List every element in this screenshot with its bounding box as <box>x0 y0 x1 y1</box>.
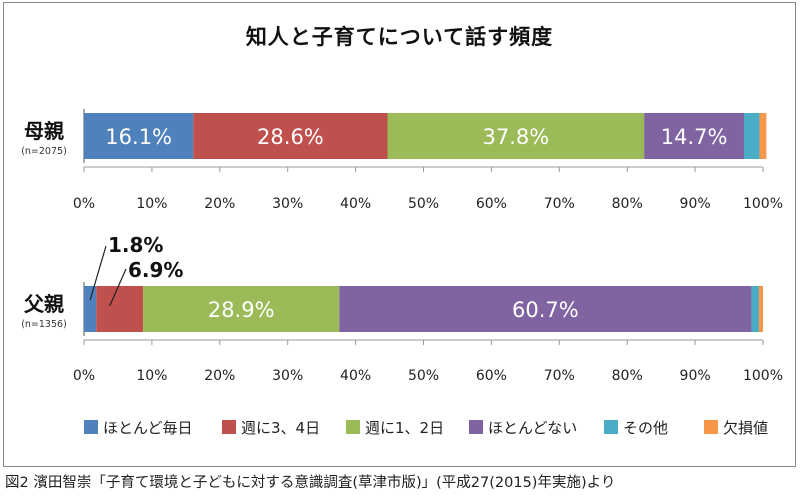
tick-label-1-1: 10% <box>136 368 167 384</box>
tick-label-1-7: 70% <box>544 368 575 384</box>
bar-segment-1-3 <box>339 286 752 332</box>
bar-segment-0-0 <box>84 113 194 159</box>
data-label-0-2: 37.8% <box>482 125 549 149</box>
legend-label-2: 週に1、2日 <box>365 419 444 437</box>
tick-label-0-8: 80% <box>612 196 643 212</box>
data-label-1-2: 28.9% <box>208 298 275 322</box>
tick-label-1-3: 30% <box>272 368 303 384</box>
legend-label-0: ほとんど毎日 <box>103 419 193 437</box>
tick-label-0-4: 40% <box>340 196 371 212</box>
figure-caption: 図2 濱田智崇「子育て環境と子どもに対する意識調査(草津市版)」(平成27(20… <box>5 475 616 491</box>
legend-swatch-4 <box>604 420 618 434</box>
tick-label-1-10: 100% <box>743 368 783 384</box>
chart-title: 知人と子育てについて話す頻度 <box>245 25 554 49</box>
group-label-1: 父親 <box>23 292 64 316</box>
tick-label-0-6: 60% <box>476 196 507 212</box>
bar-segment-1-0 <box>84 286 97 332</box>
tick-label-0-0: 0% <box>73 196 95 212</box>
bar-segment-0-1 <box>193 113 388 159</box>
callout-line-0 <box>89 245 107 301</box>
legend-label-3: ほとんどない <box>488 419 577 437</box>
tick-label-0-1: 10% <box>136 196 167 212</box>
bar-segment-1-1 <box>96 286 144 332</box>
bar-segment-1-5 <box>758 286 763 332</box>
legend-swatch-3 <box>469 420 483 434</box>
tick-label-0-3: 30% <box>272 196 303 212</box>
tick-label-0-10: 100% <box>743 196 783 212</box>
tick-label-1-9: 90% <box>680 368 711 384</box>
group-n-1: (n=1356) <box>21 319 67 330</box>
data-label-0-3: 14.7% <box>661 125 728 149</box>
group-n-0: (n=2075) <box>21 146 67 157</box>
legend-swatch-0 <box>84 420 98 434</box>
tick-label-1-4: 40% <box>340 368 371 384</box>
tick-label-0-7: 70% <box>544 196 575 212</box>
bar-segment-0-2 <box>387 113 645 159</box>
bar-segment-0-4 <box>743 113 760 159</box>
callout-label-0: 1.8% <box>108 233 163 257</box>
bar-segment-1-4 <box>751 286 759 332</box>
legend-label-1: 週に3、4日 <box>241 419 320 437</box>
tick-label-1-0: 0% <box>73 368 95 384</box>
legend-label-5: 欠損値 <box>723 419 768 437</box>
callout-line-1 <box>109 268 127 307</box>
tick-label-0-9: 90% <box>680 196 711 212</box>
tick-label-0-2: 20% <box>204 196 235 212</box>
bar-segment-0-5 <box>759 113 767 159</box>
bar-segment-0-3 <box>644 113 744 159</box>
bar-segment-1-2 <box>143 286 340 332</box>
callout-label-1: 6.9% <box>128 258 183 282</box>
data-label-0-1: 28.6% <box>257 125 324 149</box>
legend-swatch-5 <box>704 420 718 434</box>
stacked-bar-chart: 母親 (n=2075) 0% 10% 20% 30% 40% 50% 60% 70% 80% 90% 1… <box>21 109 783 437</box>
tick-label-1-8: 80% <box>612 368 643 384</box>
tick-label-1-2: 20% <box>204 368 235 384</box>
legend-label-4: その他 <box>623 419 668 437</box>
legend-swatch-2 <box>346 420 360 434</box>
legend-swatch-1 <box>222 420 236 434</box>
tick-label-1-5: 50% <box>408 368 439 384</box>
data-label-0-0: 16.1% <box>105 125 172 149</box>
data-label-1-3: 60.7% <box>512 298 579 322</box>
chart-frame: 知人と子育てについて話す頻度 母親 (n=2075) 0% 10% 20% 30% 40% 5… <box>3 2 796 467</box>
group-label-0: 母親 <box>24 119 64 143</box>
tick-label-0-5: 50% <box>408 196 439 212</box>
tick-label-1-6: 60% <box>476 368 507 384</box>
